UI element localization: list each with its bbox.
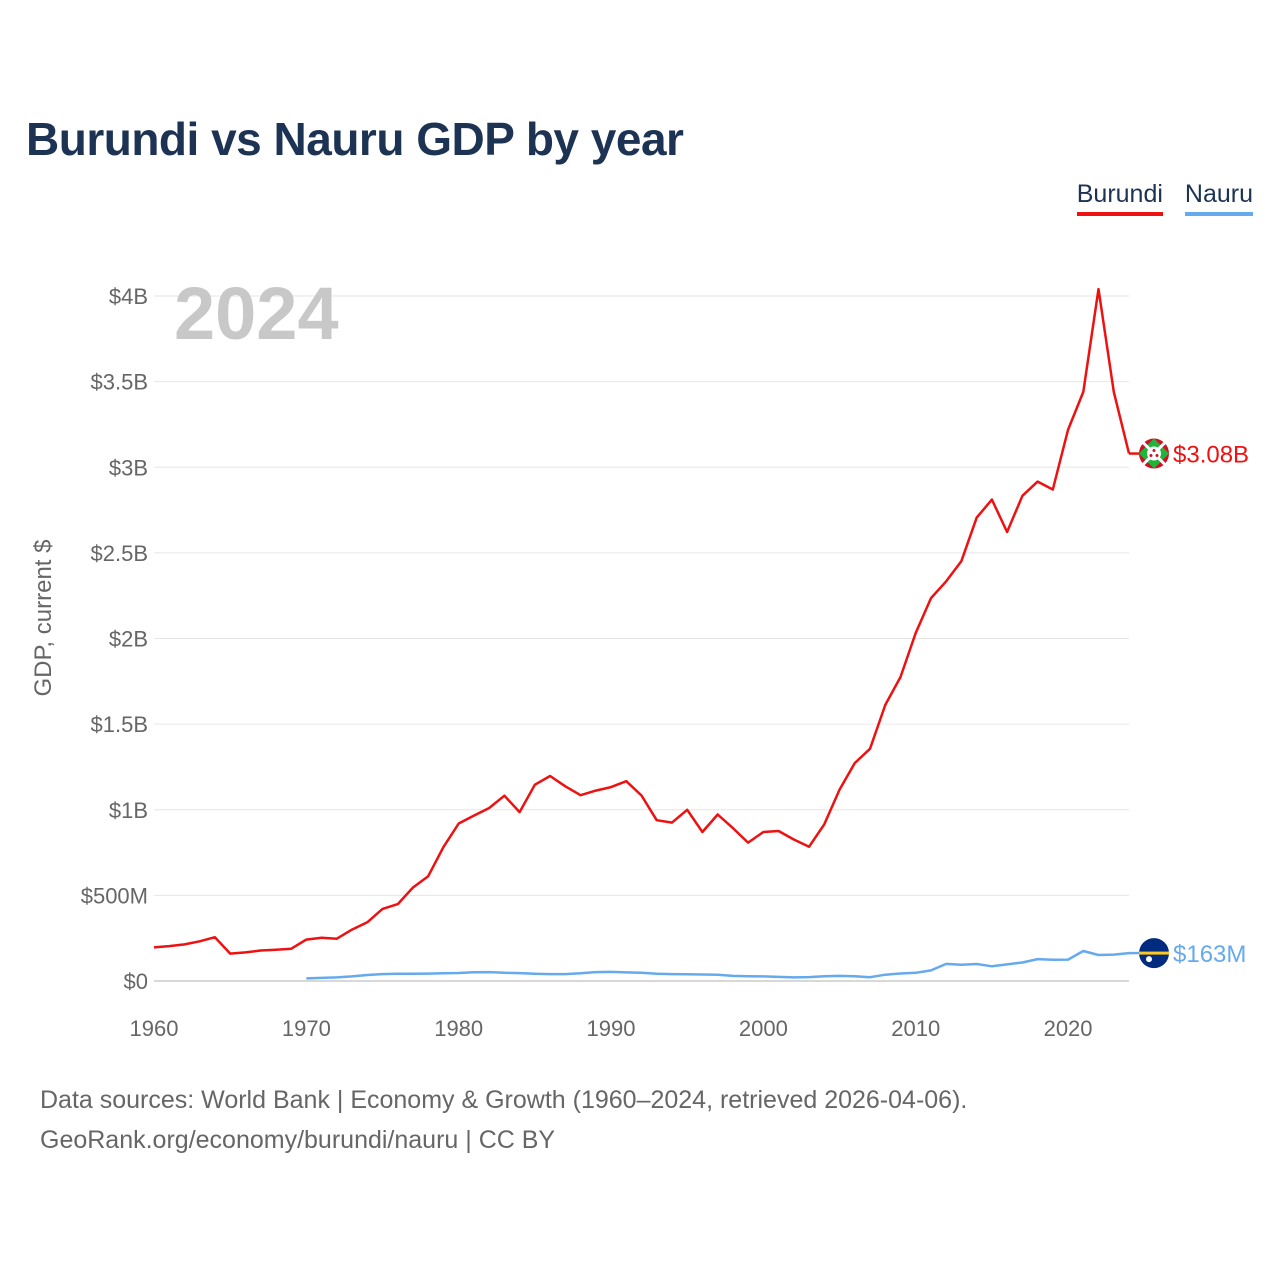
y-tick-label: $2B [109, 627, 148, 652]
legend: Burundi Nauru [1076, 180, 1253, 216]
y-tick-label: $500M [81, 883, 148, 908]
y-tick-label: $0 [124, 969, 148, 994]
x-tick-label: 2000 [739, 1016, 788, 1041]
y-axis-label: GDP, current $ [30, 540, 57, 697]
source-note: Data sources: World Bank | Economy & Gro… [40, 1086, 968, 1114]
line-chart: 2024 $0$500M$1B$1.5B$2B$2.5B$3B$3.5B$4B … [30, 272, 1249, 1041]
legend-item-burundi[interactable]: Burundi [1076, 180, 1163, 216]
y-tick-label: $1.5B [91, 712, 149, 737]
chart-title: Burundi vs Nauru GDP by year [26, 113, 684, 165]
nauru-flag-icon [1139, 938, 1169, 969]
gridlines [154, 295, 1129, 982]
series-line-nauru [306, 949, 1130, 980]
x-tick-label: 1970 [282, 1016, 331, 1041]
y-tick-label: $2.5B [91, 541, 149, 566]
series-line-burundi [153, 287, 1131, 955]
x-tick-label: 1960 [130, 1016, 179, 1041]
x-tick-label: 2010 [891, 1016, 940, 1041]
year-watermark: 2024 [174, 272, 339, 355]
x-axis-ticks: 1960 1970 1980 1990 2000 2010 2020 [130, 1016, 1093, 1041]
x-tick-label: 2020 [1044, 1016, 1093, 1041]
y-tick-label: $3.5B [91, 370, 149, 395]
series [153, 287, 1131, 980]
source-link[interactable]: GeoRank.org/economy/burundi/nauru | CC B… [40, 1126, 556, 1154]
end-value-label-burundi: $3.08B [1173, 442, 1249, 469]
legend-item-nauru[interactable]: Nauru [1184, 180, 1253, 216]
x-tick-label: 1990 [587, 1016, 636, 1041]
footer: Data sources: World Bank | Economy & Gro… [40, 1080, 967, 1160]
y-axis-ticks: $0 $500M $1B $1.5B $2B $2.5B $3B $3.5B $4B [81, 284, 148, 994]
end-markers: $3.08B $163M [1129, 438, 1249, 969]
y-tick-label: $1B [109, 798, 148, 823]
y-tick-label: $4B [109, 284, 148, 309]
y-tick-label: $3B [109, 455, 148, 480]
end-value-label-nauru: $163M [1173, 941, 1246, 968]
burundi-flag-icon [1139, 438, 1169, 469]
x-tick-label: 1980 [434, 1016, 483, 1041]
